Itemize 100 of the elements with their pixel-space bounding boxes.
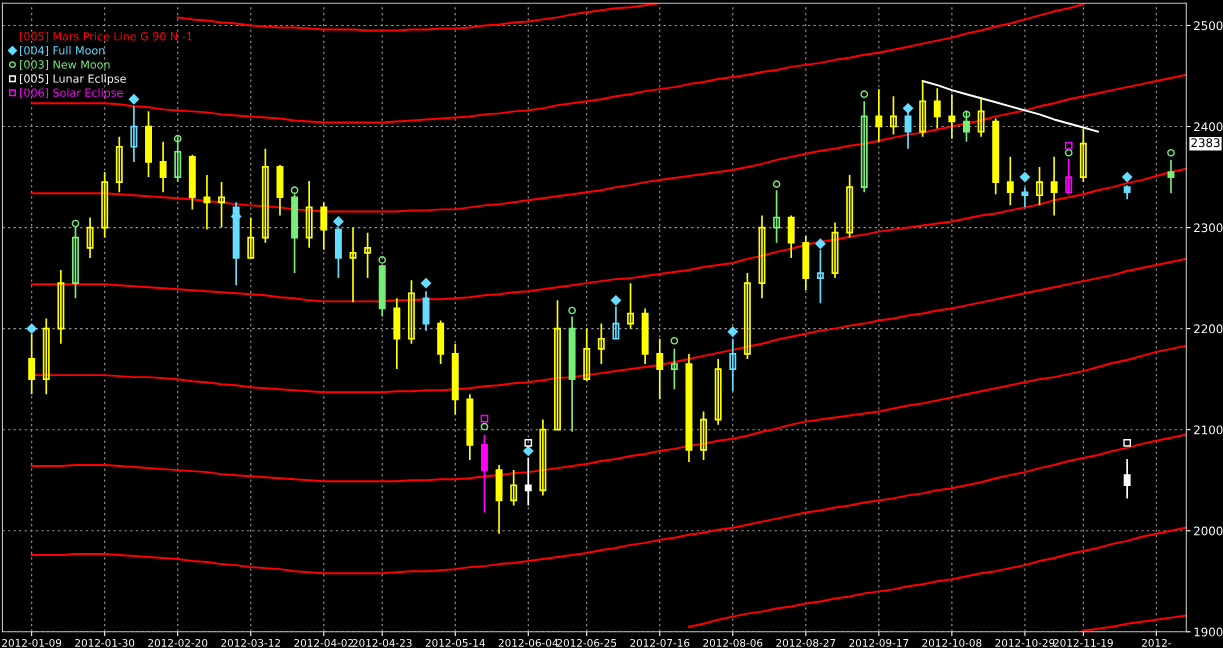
candlestick (743, 272, 751, 360)
candlestick (714, 358, 722, 426)
y-tick-label: 1900 (1194, 627, 1223, 637)
candlestick (320, 201, 328, 251)
candlestick (685, 353, 693, 463)
x-tick-label: 2012-10-08 (922, 638, 982, 647)
candlestick (480, 433, 488, 514)
candlestick (393, 297, 401, 370)
y-tick-label: 2000 (1194, 526, 1223, 536)
candlestick (977, 97, 985, 138)
point (568, 306, 576, 315)
line-series (30, 433, 1187, 575)
candlestick (729, 337, 737, 393)
point (772, 180, 781, 188)
point (26, 323, 37, 334)
candlestick (86, 216, 94, 259)
candlestick (670, 348, 678, 391)
candlestick (846, 174, 854, 239)
y-tick-label: 2300 (1194, 223, 1223, 233)
x-tick-label: 2012-09-17 (849, 638, 909, 647)
candlestick (1065, 158, 1073, 196)
candlestick (1167, 159, 1175, 195)
candlestick (247, 216, 255, 259)
candlestick (933, 87, 941, 130)
point (378, 256, 387, 264)
candlestick (1006, 156, 1014, 207)
point (173, 134, 182, 143)
candlestick (524, 457, 532, 507)
candlestick (554, 299, 561, 431)
candlestick (305, 180, 313, 249)
candlestick (583, 327, 591, 383)
x-tick-label: 2012-01-30 (75, 638, 135, 647)
candlestick (1079, 127, 1087, 183)
candlestick (1021, 186, 1029, 209)
point (962, 110, 971, 119)
point (815, 238, 826, 249)
point (333, 216, 344, 227)
x-tick-label: 2012-06-04 (498, 638, 558, 647)
candlestick (539, 418, 547, 497)
candlestick (510, 469, 518, 507)
candlestick (495, 464, 503, 535)
legend-label: [004] Full Moon (20, 45, 105, 56)
candlestick (407, 279, 415, 345)
candlestick (860, 100, 868, 194)
point (1019, 171, 1031, 183)
candlestick (889, 95, 897, 136)
line-series (176, 3, 661, 32)
point (480, 422, 489, 431)
point (860, 90, 869, 99)
candlestick (101, 171, 109, 239)
candlestick (1123, 458, 1131, 500)
legend-label: [003] New Moon (20, 60, 110, 70)
y-tick-label: 2500 (1194, 21, 1223, 31)
point (71, 219, 80, 228)
candlestick (57, 269, 65, 345)
point (524, 439, 533, 447)
point (128, 94, 140, 105)
x-tick-label: 2012-04-23 (352, 638, 412, 647)
point (420, 278, 432, 289)
candlestick (130, 105, 138, 163)
x-tick-label: 2012-08-27 (776, 638, 836, 647)
candlestick (261, 147, 269, 244)
x-tick-label: 2012-07-16 (630, 638, 690, 647)
line-series (1082, 614, 1187, 632)
candlestick (174, 135, 182, 183)
x-tick-label: 2012-10-29 (995, 638, 1055, 647)
line-series (30, 168, 1187, 303)
point (1123, 439, 1131, 447)
line-series (687, 526, 1187, 628)
candlestick (218, 181, 226, 229)
candlestick (700, 410, 708, 461)
candlestick (992, 117, 1000, 196)
candlestick (948, 93, 956, 140)
candlestick (145, 110, 152, 178)
x-tick-label: 2012-03-12 (221, 638, 280, 647)
annotation: 2383 (1191, 138, 1220, 148)
candlestick (758, 214, 766, 300)
text: [005] Mars Price Line G 90 N -1 (20, 31, 192, 42)
point (290, 186, 299, 195)
candlestick (451, 342, 459, 416)
candlestick (1050, 156, 1058, 217)
point (1122, 171, 1133, 183)
point (670, 336, 679, 345)
point (480, 414, 489, 423)
candlestick (115, 135, 123, 194)
x-tick-label: 2012- (1142, 638, 1171, 647)
candlestick (349, 226, 357, 304)
line-series (921, 80, 1099, 133)
x-tick-label: 2012-08-06 (703, 638, 763, 647)
candlestick (466, 393, 474, 461)
candlestick (656, 337, 664, 401)
x-tick-label: 2012-06-25 (557, 638, 617, 647)
point (523, 445, 534, 457)
candlestick (159, 140, 167, 194)
point (610, 295, 622, 306)
point (1167, 148, 1175, 157)
candlestick (42, 317, 50, 396)
legend-label: [005] Lunar Eclipse (20, 74, 126, 85)
candlestick (773, 189, 781, 244)
candlestick (802, 234, 810, 292)
